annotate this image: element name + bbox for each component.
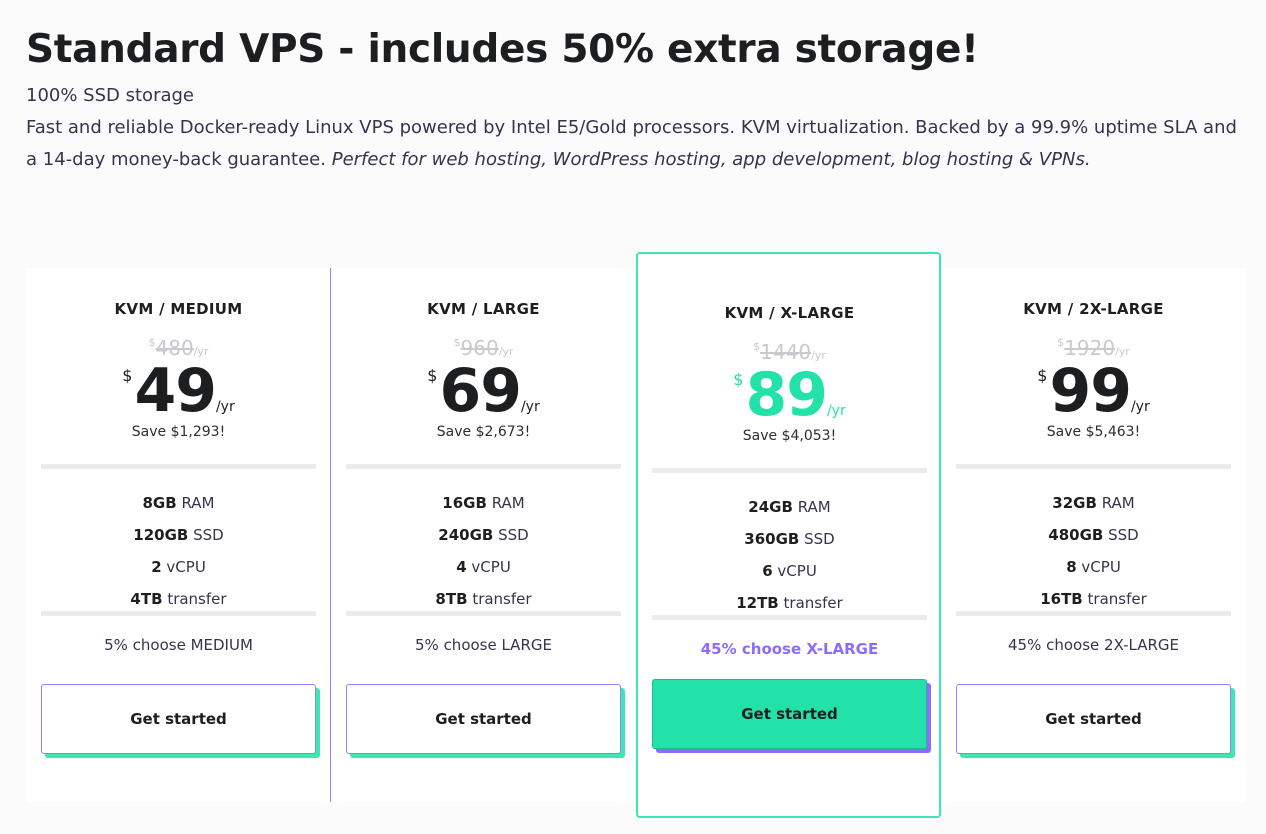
price-currency: $ <box>733 370 744 389</box>
savings-text: Save $2,673! <box>436 424 531 440</box>
choose-percentage: 45% choose 2X-LARGE <box>1008 636 1179 654</box>
description-text: Fast and reliable Docker-ready Linux VPS… <box>26 117 1237 170</box>
price: $69/yr <box>346 361 621 421</box>
savings-text: Save $4,053! <box>742 428 837 444</box>
divider <box>956 464 1231 469</box>
price-period: /yr <box>215 399 235 415</box>
old-price-value: 480 <box>155 336 194 360</box>
spec-cpu: 8 vCPU <box>1066 558 1121 576</box>
page-header: Standard VPS - includes 50% extra storag… <box>26 24 1246 176</box>
old-price: $1440/yr <box>652 340 927 366</box>
page-description: Fast and reliable Docker-ready Linux VPS… <box>26 112 1246 176</box>
spec-ssd: 120GB SSD <box>133 526 224 544</box>
description-italic: Perfect for web hosting, WordPress hosti… <box>331 149 1091 170</box>
page-subtitle: 100% SSD storage <box>26 85 194 106</box>
spec-ram: 16GB RAM <box>442 494 525 512</box>
spec-transfer: 8TB transfer <box>435 590 532 608</box>
old-price-value: 960 <box>460 336 499 360</box>
price-period: /yr <box>520 399 540 415</box>
old-price-currency: $ <box>1057 336 1065 349</box>
old-price-period: /yr <box>498 345 514 358</box>
plan-name: KVM / X-LARGE <box>724 304 855 322</box>
choose-percentage: 5% choose MEDIUM <box>104 636 253 654</box>
savings-text: Save $5,463! <box>1046 424 1141 440</box>
choose-percentage: 5% choose LARGE <box>415 636 552 654</box>
page-title: Standard VPS - includes 50% extra storag… <box>26 27 979 72</box>
old-price-currency: $ <box>753 340 761 353</box>
price-value: 89 <box>745 360 827 430</box>
old-price-period: /yr <box>193 345 209 358</box>
price-value: 69 <box>439 356 521 426</box>
old-price-currency: $ <box>148 336 156 349</box>
spec-ssd: 360GB SSD <box>744 530 835 548</box>
plan-name: KVM / 2X-LARGE <box>1023 300 1164 318</box>
spec-transfer: 12TB transfer <box>736 594 843 612</box>
price: $99/yr <box>956 361 1231 421</box>
get-started-button-large[interactable]: Get started <box>346 684 621 754</box>
old-price: $960/yr <box>346 336 621 362</box>
divider <box>41 464 316 469</box>
old-price: $1920/yr <box>956 336 1231 362</box>
get-started-button-2x-large[interactable]: Get started <box>956 684 1231 754</box>
price: $89/yr <box>652 365 927 425</box>
old-price-period: /yr <box>1115 345 1130 358</box>
spec-ram: 32GB RAM <box>1052 494 1135 512</box>
divider <box>956 611 1231 616</box>
old-price-value: 1440 <box>760 340 812 364</box>
spec-transfer: 16TB transfer <box>1040 590 1147 608</box>
get-started-button-medium[interactable]: Get started <box>41 684 316 754</box>
old-price: $480/yr <box>41 336 316 362</box>
spec-ram: 24GB RAM <box>748 498 831 516</box>
price-period: /yr <box>1130 399 1150 415</box>
old-price-currency: $ <box>453 336 461 349</box>
spec-list: 24GB RAM 360GB SSD 6 vCPU 12TB transfer <box>652 473 927 615</box>
savings-text: Save $1,293! <box>131 424 226 440</box>
old-price-value: 1920 <box>1064 336 1116 360</box>
spec-ssd: 240GB SSD <box>438 526 529 544</box>
plan-name: KVM / MEDIUM <box>114 300 243 318</box>
old-price-period: /yr <box>811 349 826 362</box>
divider <box>652 468 927 473</box>
plan-card-large: KVM / LARGE $960/yr $69/yr Save $2,673! … <box>331 268 636 802</box>
divider <box>652 615 927 620</box>
divider <box>346 464 621 469</box>
price-currency: $ <box>427 366 438 385</box>
spec-cpu: 6 vCPU <box>762 562 817 580</box>
choose-percentage: 45% choose X-LARGE <box>700 640 879 658</box>
divider <box>41 611 316 616</box>
spec-list: 8GB RAM 120GB SSD 2 vCPU 4TB transfer <box>41 469 316 611</box>
price-currency: $ <box>122 366 133 385</box>
spec-list: 32GB RAM 480GB SSD 8 vCPU 16TB transfer <box>956 469 1231 611</box>
spec-list: 16GB RAM 240GB SSD 4 vCPU 8TB transfer <box>346 469 621 611</box>
price-period: /yr <box>826 403 846 419</box>
divider <box>346 611 621 616</box>
plan-name: KVM / LARGE <box>427 300 540 318</box>
price-value: 49 <box>134 356 216 426</box>
spec-cpu: 4 vCPU <box>456 558 511 576</box>
spec-ssd: 480GB SSD <box>1048 526 1139 544</box>
spec-cpu: 2 vCPU <box>151 558 206 576</box>
get-started-button-x-large[interactable]: Get started <box>652 679 927 749</box>
plan-card-medium: KVM / MEDIUM $480/yr $49/yr Save $1,293!… <box>26 268 331 802</box>
plan-card-2x-large: KVM / 2X-LARGE $1920/yr $99/yr Save $5,4… <box>941 268 1246 802</box>
plan-card-x-large: KVM / X-LARGE $1440/yr $89/yr Save $4,05… <box>636 252 941 818</box>
price-value: 99 <box>1049 356 1131 426</box>
price-currency: $ <box>1037 366 1048 385</box>
spec-transfer: 4TB transfer <box>130 590 227 608</box>
spec-ram: 8GB RAM <box>142 494 215 512</box>
price: $49/yr <box>41 361 316 421</box>
